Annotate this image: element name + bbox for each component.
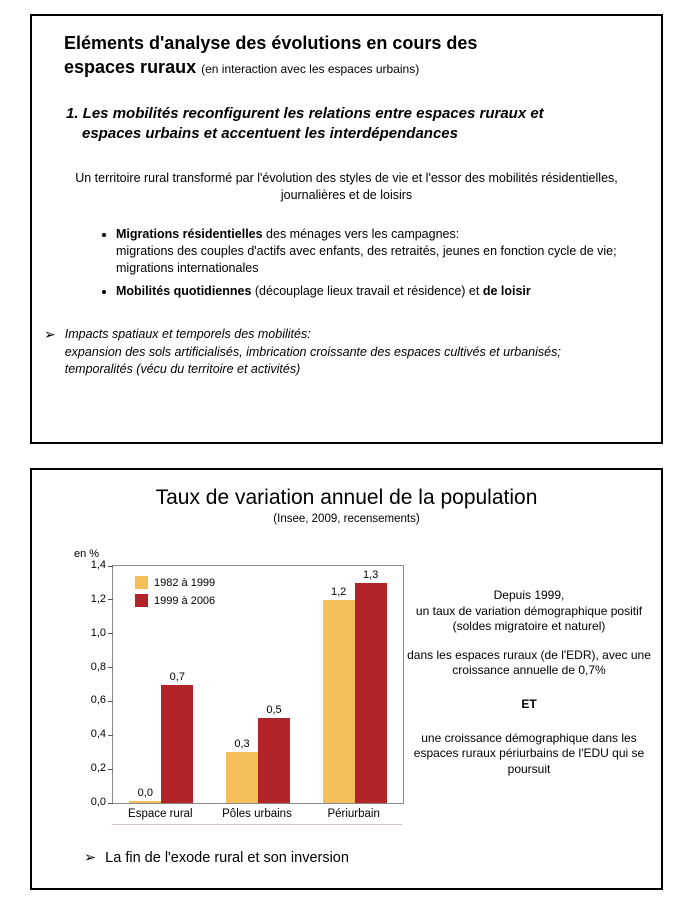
annotation-paragraph-4: une croissance démographique dans les es… bbox=[413, 730, 645, 776]
y-axis-unit-label: en % bbox=[74, 548, 100, 560]
y-tick-mark bbox=[108, 633, 113, 635]
annotation-et: ET bbox=[521, 696, 537, 711]
arrow-text-line1: Impacts spatiaux et temporels des mobili… bbox=[64, 327, 311, 342]
chart-plot-area: 1982 à 1999 1999 à 2006 0,0 0,2 0,4 0,6 0,8 1,… bbox=[91, 559, 404, 808]
slide-1: Eléments d'analyse des évolutions en cou… bbox=[30, 14, 663, 444]
y-tick-label: 1,2 bbox=[90, 592, 106, 605]
annotation-p1-line1: Depuis 1999, bbox=[493, 588, 565, 602]
slide1-paragraph: Un territoire rural transformé par l'évo… bbox=[75, 171, 618, 202]
bar-value-label: 1,2 bbox=[331, 585, 347, 598]
bar-group: 0,0 0,7 bbox=[113, 670, 210, 803]
slide1-heading: 1. Les mobilités reconfigurent les relat… bbox=[66, 104, 633, 145]
bullet2-middle: (découplage lieux travail et résidence) … bbox=[251, 284, 483, 299]
chart-title: Taux de variation annuel de la populatio… bbox=[155, 486, 538, 509]
annotation-p1-line2: un taux de variation démographique posit… bbox=[415, 603, 643, 634]
bullet1-continuation: migrations des couples d'actifs avec enf… bbox=[116, 243, 617, 275]
bar bbox=[161, 684, 194, 803]
bullet2-bold-1: Mobilités quotidiennes bbox=[116, 284, 252, 299]
slide1-heading-line2: espaces urbains et accentuent les interd… bbox=[82, 124, 458, 142]
bar-value-label: 0,3 bbox=[234, 738, 250, 751]
slide2-conclusion: ➢ La fin de l'exode rural et son inversi… bbox=[84, 850, 349, 866]
chart-legend: 1982 à 1999 1999 à 2006 bbox=[135, 576, 215, 607]
slide1-title: Eléments d'analyse des évolutions en cou… bbox=[64, 32, 633, 80]
slide1-title-suffix: (en interaction avec les espaces urbains… bbox=[201, 61, 420, 76]
arrow-bullet-icon: ➢ bbox=[84, 850, 97, 866]
slide1-title-line2: espaces ruraux (en interaction avec les … bbox=[64, 56, 633, 80]
category-label: Espace rural bbox=[128, 808, 193, 820]
slide1-heading-line1: 1. Les mobilités reconfigurent les relat… bbox=[66, 104, 544, 122]
y-tick-mark bbox=[108, 734, 113, 736]
annotation-paragraph-2: dans les espaces ruraux (de l'EDR), avec… bbox=[407, 647, 651, 678]
bar-value-label: 1,3 bbox=[363, 568, 379, 581]
y-tick-label: 1,0 bbox=[90, 626, 106, 639]
bar-chart: en % 1982 à 1999 1999 à 2006 0,0 0,2 0,4 0,6… bbox=[46, 548, 418, 848]
bar-group: 1,2 1,3 bbox=[306, 569, 403, 803]
slide2-annotation-text: Depuis 1999, un taux de variation démogr… bbox=[400, 588, 658, 790]
slide-2: Taux de variation annuel de la populatio… bbox=[30, 468, 663, 890]
bar bbox=[257, 718, 290, 803]
legend-item: 1982 à 1999 bbox=[135, 576, 215, 589]
legend-label: 1999 à 2006 bbox=[154, 594, 216, 607]
bar-value-label: 0,0 bbox=[137, 787, 153, 799]
slide1-title-line1: Eléments d'analyse des évolutions en cou… bbox=[64, 33, 478, 53]
bar bbox=[322, 599, 355, 803]
slide1-bullet-list: Migrations résidentielles des ménages ve… bbox=[98, 226, 621, 301]
bullet1-rest: des ménages vers les campagnes: bbox=[262, 226, 460, 241]
bullet2-bold-2: de loisir bbox=[482, 284, 531, 299]
bar-column: 1,3 bbox=[354, 568, 387, 803]
bar-value-label: 0,7 bbox=[169, 670, 185, 683]
y-tick-mark bbox=[108, 599, 113, 601]
bar bbox=[354, 582, 387, 803]
conclusion-text: La fin de l'exode rural et son inversion bbox=[105, 850, 349, 866]
legend-swatch bbox=[135, 594, 148, 607]
bar-column: 0,5 bbox=[257, 704, 290, 803]
slide1-arrow-text: Impacts spatiaux et temporels des mobili… bbox=[65, 326, 625, 379]
bar-column: 0,7 bbox=[161, 670, 194, 803]
chart-subtitle: (Insee, 2009, recensements) bbox=[273, 513, 420, 525]
y-tick-mark bbox=[108, 768, 113, 770]
y-tick-label: 0,2 bbox=[90, 762, 106, 775]
bar-value-label: 0,5 bbox=[266, 704, 282, 717]
y-tick-mark bbox=[108, 700, 113, 702]
y-tick-label: 0,4 bbox=[90, 728, 106, 741]
y-tick-label: 1,4 bbox=[90, 559, 106, 571]
bar-column: 1,2 bbox=[322, 585, 355, 803]
slide1-title-bold: espaces ruraux bbox=[64, 56, 202, 77]
bar bbox=[225, 752, 258, 803]
y-tick-mark bbox=[108, 802, 113, 804]
bar bbox=[129, 801, 162, 803]
x-axis-category-labels: Espace rural Pôles urbains Périurbain bbox=[112, 806, 402, 825]
category-label: Périurbain bbox=[327, 808, 380, 820]
bullet1-bold-lead: Migrations résidentielles bbox=[116, 226, 263, 241]
y-tick-label: 0,8 bbox=[90, 660, 106, 673]
y-tick-mark bbox=[108, 667, 113, 669]
bar-column: 0,3 bbox=[225, 738, 258, 803]
arrow-text-line2: expansion des sols artificialisés, imbri… bbox=[64, 344, 561, 377]
y-tick-mark bbox=[108, 565, 113, 567]
arrow-bullet-icon: ➢ bbox=[44, 326, 56, 343]
bullet-item-mobilites: Mobilités quotidiennes (découplage lieux… bbox=[116, 283, 621, 300]
category-label: Pôles urbains bbox=[222, 808, 292, 820]
bar-group: 0,3 0,5 bbox=[210, 704, 307, 803]
annotation-paragraph-1: Depuis 1999, un taux de variation démogr… bbox=[400, 588, 658, 635]
y-tick-label: 0,6 bbox=[90, 694, 106, 707]
bar-column: 0,0 bbox=[129, 787, 162, 803]
legend-swatch bbox=[135, 576, 148, 589]
bullet-item-migrations: Migrations résidentielles des ménages ve… bbox=[116, 226, 621, 277]
y-tick-label: 0,0 bbox=[90, 796, 106, 808]
legend-label: 1982 à 1999 bbox=[154, 576, 216, 589]
legend-item: 1999 à 2006 bbox=[135, 594, 215, 607]
slide1-arrow-item: ➢ Impacts spatiaux et temporels des mobi… bbox=[44, 326, 643, 379]
